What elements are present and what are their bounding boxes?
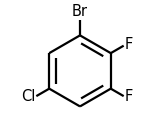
- Text: F: F: [125, 89, 133, 104]
- Text: Cl: Cl: [21, 89, 35, 104]
- Text: F: F: [125, 38, 133, 52]
- Text: Br: Br: [72, 4, 88, 19]
